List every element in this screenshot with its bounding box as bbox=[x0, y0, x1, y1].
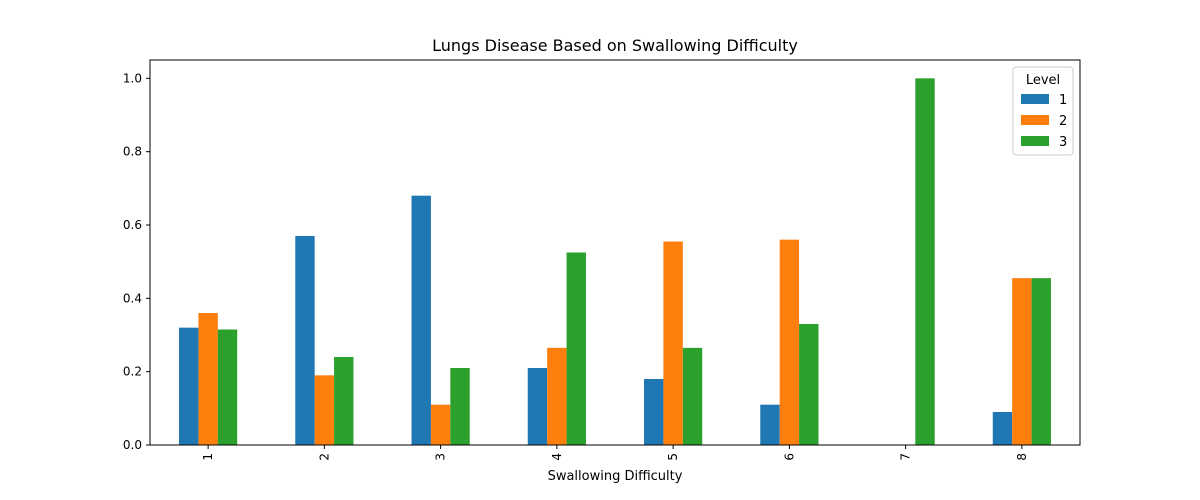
x-tick-label: 7 bbox=[899, 453, 913, 461]
x-tick-label: 8 bbox=[1015, 453, 1029, 461]
legend-label-3: 3 bbox=[1059, 135, 1067, 150]
x-axis: 1 2 3 4 5 6 7 8 bbox=[201, 445, 1029, 461]
bar-level-3-cat-2 bbox=[334, 357, 354, 445]
x-tick-label: 1 bbox=[201, 453, 215, 461]
x-tick-label: 6 bbox=[782, 453, 796, 461]
bar-level-1-cat-3 bbox=[411, 195, 431, 445]
bar-level-2-cat-8 bbox=[1012, 278, 1032, 445]
bar-level-3-cat-1 bbox=[217, 329, 238, 445]
bar-level-2-cat-4 bbox=[547, 347, 567, 445]
bar-level-3-cat-8 bbox=[1031, 278, 1051, 445]
x-tick-label: 3 bbox=[434, 453, 448, 461]
legend-label-2: 2 bbox=[1059, 114, 1067, 129]
y-tick-label: 0.0 bbox=[123, 438, 142, 452]
x-axis-label: Swallowing Difficulty bbox=[548, 469, 683, 484]
y-tick-label: 0.6 bbox=[123, 218, 142, 232]
legend-swatch-3 bbox=[1021, 136, 1049, 146]
bar-level-3-cat-3 bbox=[450, 368, 470, 445]
bar-level-2-cat-3 bbox=[430, 404, 451, 445]
x-tick-label: 4 bbox=[550, 453, 564, 461]
bar-level-2-cat-1 bbox=[198, 313, 218, 445]
bars-layer bbox=[179, 78, 1051, 445]
bar-level-1-cat-8 bbox=[992, 412, 1013, 445]
legend-swatch-1 bbox=[1021, 94, 1049, 104]
y-axis: 0.0 0.2 0.4 0.6 0.8 1.0 bbox=[123, 71, 150, 452]
legend-label-1: 1 bbox=[1059, 93, 1067, 108]
legend-swatch-2 bbox=[1021, 115, 1049, 125]
bar-level-2-cat-6 bbox=[779, 239, 800, 445]
legend-title: Level bbox=[1026, 73, 1060, 88]
y-tick-label: 0.4 bbox=[123, 291, 142, 305]
chart-title: Lungs Disease Based on Swallowing Diffic… bbox=[432, 36, 798, 55]
bar-level-1-cat-5 bbox=[644, 379, 664, 445]
y-tick-label: 0.8 bbox=[123, 145, 142, 159]
bar-level-3-cat-6 bbox=[799, 324, 819, 445]
bar-level-1-cat-6 bbox=[760, 404, 780, 445]
legend: Level 1 2 3 bbox=[1012, 66, 1074, 156]
bar-level-3-cat-5 bbox=[682, 347, 703, 445]
y-tick-label: 0.2 bbox=[123, 365, 142, 379]
legend-box bbox=[1012, 66, 1074, 156]
bar-level-1-cat-2 bbox=[295, 236, 315, 445]
bar-level-1-cat-1 bbox=[179, 327, 199, 445]
plot-frame bbox=[149, 59, 1081, 446]
x-tick-label: 2 bbox=[317, 453, 331, 461]
bar-level-2-cat-5 bbox=[663, 241, 683, 445]
bar-level-3-cat-4 bbox=[566, 252, 586, 445]
bar-level-1-cat-4 bbox=[527, 368, 548, 445]
y-tick-label: 1.0 bbox=[123, 71, 142, 85]
bar-level-2-cat-2 bbox=[314, 375, 335, 445]
x-tick-label: 5 bbox=[666, 453, 680, 461]
bar-level-3-cat-7 bbox=[915, 78, 935, 445]
